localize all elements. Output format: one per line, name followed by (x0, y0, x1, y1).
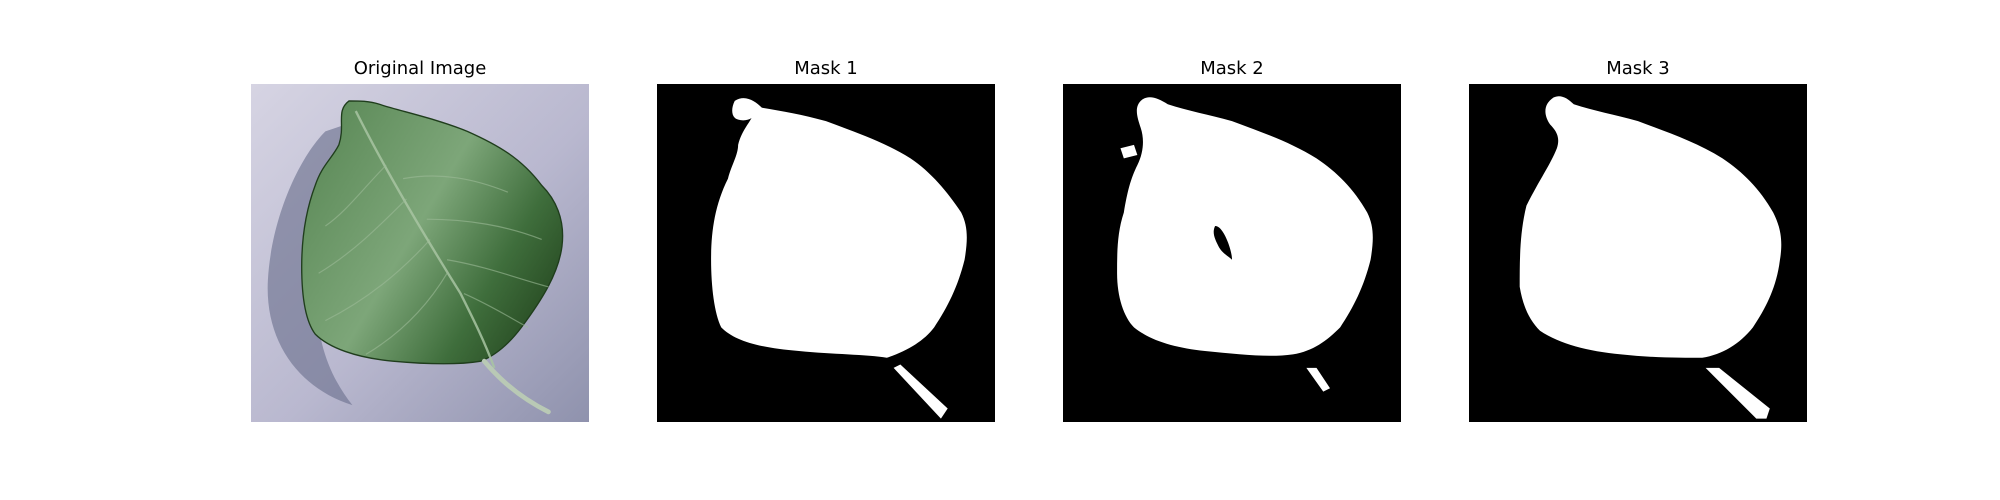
mask-foreground (711, 98, 967, 358)
mask-foreground (1519, 96, 1782, 358)
mask-stem (1306, 367, 1331, 392)
mask-stem (893, 364, 948, 419)
panel-title: Original Image (353, 58, 487, 79)
mask-2 (1063, 84, 1401, 422)
leaf-midrib (354, 110, 496, 369)
original-image (251, 84, 589, 422)
mask-image (1063, 84, 1401, 422)
leaf (301, 100, 564, 365)
mask-1 (657, 84, 995, 422)
panel-title: Mask 1 (794, 58, 858, 79)
mask-image (1469, 84, 1807, 422)
leaf-stem (481, 358, 551, 415)
mask-image (657, 84, 995, 422)
mask-speck (1120, 144, 1138, 159)
leaf-photo (251, 84, 589, 422)
leaf-veins (318, 164, 549, 355)
panel-title: Mask 3 (1606, 58, 1670, 79)
panel-title: Mask 2 (1200, 58, 1264, 79)
mask-stem (1705, 367, 1770, 419)
mask-foreground (1117, 97, 1373, 356)
mask-3 (1469, 84, 1807, 422)
